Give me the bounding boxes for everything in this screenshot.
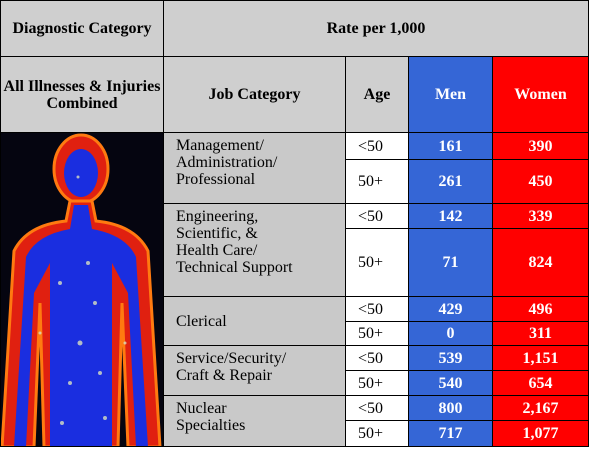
header-rate: Rate per 1,000 <box>163 0 589 57</box>
job-category: Service/Security/ Craft & Repair <box>163 345 346 396</box>
age: 50+ <box>345 370 409 396</box>
age: <50 <box>345 132 409 160</box>
women-rate: 311 <box>492 321 589 346</box>
women-rate: 1,151 <box>492 345 589 371</box>
men-rate: 539 <box>408 345 493 371</box>
column-men: Men <box>408 56 493 133</box>
age: 50+ <box>345 159 409 204</box>
women-rate: 824 <box>492 228 589 297</box>
women-rate: 390 <box>492 132 589 160</box>
men-rate: 142 <box>408 203 493 229</box>
column-age: Age <box>345 56 409 133</box>
job-category: Engineering, Scientific, & Health Care/ … <box>163 203 346 297</box>
job-category: Nuclear Specialties <box>163 395 346 447</box>
column-women: Women <box>492 56 589 133</box>
women-rate: 496 <box>492 296 589 322</box>
men-rate: 540 <box>408 370 493 396</box>
age: 50+ <box>345 321 409 346</box>
women-rate: 654 <box>492 370 589 396</box>
men-rate: 261 <box>408 159 493 204</box>
age: <50 <box>345 203 409 229</box>
men-rate: 717 <box>408 420 493 447</box>
women-rate: 450 <box>492 159 589 204</box>
column-combined: All Illnesses & Injuries Combined <box>0 56 164 133</box>
image-cell <box>0 132 164 447</box>
women-rate: 339 <box>492 203 589 229</box>
header-category: Diagnostic Category <box>0 0 164 57</box>
men-rate: 161 <box>408 132 493 160</box>
age: 50+ <box>345 420 409 447</box>
age: <50 <box>345 395 409 421</box>
job-category: Clerical <box>163 296 346 346</box>
age: <50 <box>345 345 409 371</box>
men-rate: 800 <box>408 395 493 421</box>
job-category: Management/ Administration/ Professional <box>163 132 346 204</box>
men-rate: 429 <box>408 296 493 322</box>
women-rate: 2,167 <box>492 395 589 421</box>
age: <50 <box>345 296 409 322</box>
men-rate: 71 <box>408 228 493 297</box>
body-thermal-image <box>0 133 163 447</box>
age: 50+ <box>345 228 409 297</box>
men-rate: 0 <box>408 321 493 346</box>
women-rate: 1,077 <box>492 420 589 447</box>
column-job: Job Category <box>163 56 346 133</box>
